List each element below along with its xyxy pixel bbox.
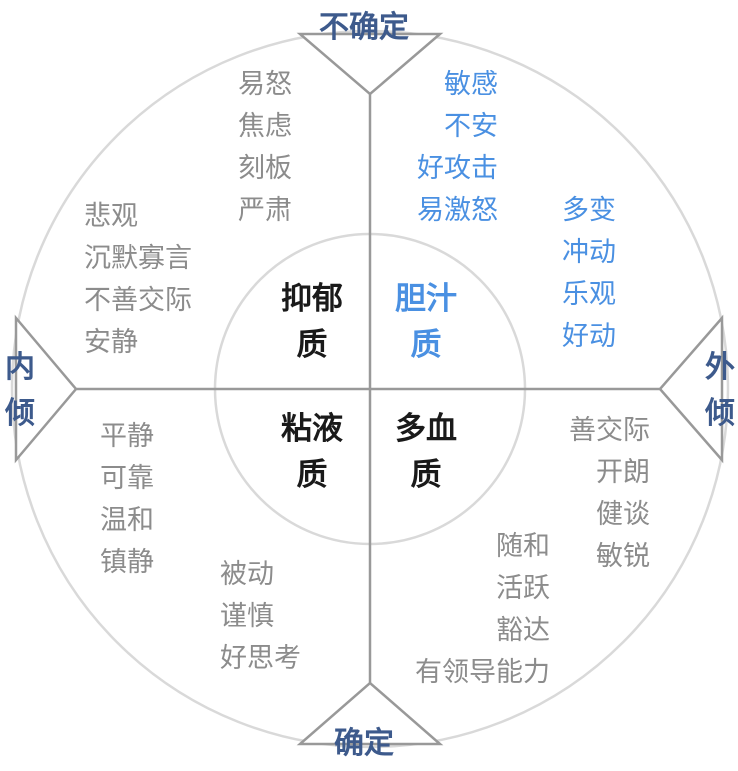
axis-label-extrovert: 外 倾 xyxy=(700,345,738,437)
temperament-name: 胆汁 xyxy=(395,281,457,317)
trait-item: 焦虑 xyxy=(238,111,292,142)
trait-item: 善交际 xyxy=(569,415,650,446)
trait-item: 谨慎 xyxy=(220,601,274,632)
temperament-name: 粘液 xyxy=(281,411,343,447)
trait-list-lower-right-outer: 善交际 开朗 健谈 敏锐 xyxy=(569,410,650,578)
top-pointer xyxy=(296,32,444,96)
axis-label-extrovert-char: 倾 xyxy=(705,396,735,431)
trait-list-upper-left-outer: 悲观 沉默寡言 不善交际 安静 xyxy=(84,196,192,364)
trait-item: 易怒 xyxy=(238,69,292,100)
trait-list-upper-right-inner: 敏感 不安 好攻击 易激怒 xyxy=(417,64,498,232)
trait-item: 被动 xyxy=(220,559,274,590)
trait-item: 可靠 xyxy=(100,463,154,494)
trait-item: 好思考 xyxy=(220,643,301,674)
trait-item: 沉默寡言 xyxy=(84,243,192,274)
axis-label-introvert-char: 倾 xyxy=(5,396,35,431)
trait-item: 温和 xyxy=(100,505,154,536)
trait-list-upper-left-inner: 易怒 焦虑 刻板 严肃 xyxy=(238,64,292,232)
trait-item: 悲观 xyxy=(84,201,138,232)
right-pointer xyxy=(658,314,724,464)
axis-label-extrovert-char: 外 xyxy=(705,350,735,385)
trait-item: 豁达 xyxy=(496,615,550,646)
bottom-pointer xyxy=(296,681,444,746)
trait-item: 不善交际 xyxy=(84,285,192,316)
trait-list-lower-left-outer: 平静 可靠 温和 镇静 xyxy=(100,416,154,584)
axis-label-introvert: 内 倾 xyxy=(0,345,40,437)
temperament-name: 多血 xyxy=(395,411,457,447)
left-pointer xyxy=(14,314,78,464)
trait-item: 活跃 xyxy=(496,573,550,604)
trait-item: 严肃 xyxy=(238,195,292,226)
trait-item: 多变 xyxy=(562,195,616,226)
trait-item: 好攻击 xyxy=(417,153,498,184)
axis-label-uncertain: 不确定 xyxy=(319,10,409,45)
trait-item: 易激怒 xyxy=(417,195,498,226)
outer-circle xyxy=(10,29,730,749)
trait-item: 安静 xyxy=(84,327,138,358)
temperament-choleric: 胆汁 质 xyxy=(386,276,466,368)
axis-label-introvert-char: 内 xyxy=(5,350,35,385)
trait-list-lower-right-inner: 随和 活跃 豁达 有领导能力 xyxy=(415,526,550,694)
trait-item: 不安 xyxy=(444,111,498,142)
trait-item: 健谈 xyxy=(596,499,650,530)
temperament-suffix: 质 xyxy=(410,457,442,493)
trait-item: 开朗 xyxy=(596,457,650,488)
trait-item: 好动 xyxy=(562,321,616,352)
trait-item: 随和 xyxy=(496,531,550,562)
trait-item: 刻板 xyxy=(238,153,292,184)
temperament-suffix: 质 xyxy=(410,327,442,363)
temperament-phlegmatic: 粘液 质 xyxy=(272,406,352,498)
trait-item: 平静 xyxy=(100,421,154,452)
trait-item: 有领导能力 xyxy=(415,657,550,688)
trait-list-lower-left-inner: 被动 谨慎 好思考 xyxy=(220,554,301,680)
temperament-suffix: 质 xyxy=(296,327,328,363)
axis-label-certain: 确定 xyxy=(334,726,394,761)
temperament-melancholic: 抑郁 质 xyxy=(272,276,352,368)
trait-item: 敏感 xyxy=(444,69,498,100)
temperament-sanguine: 多血 质 xyxy=(386,406,466,498)
temperament-name: 抑郁 xyxy=(281,281,343,317)
trait-item: 敏锐 xyxy=(596,541,650,572)
trait-item: 乐观 xyxy=(562,279,616,310)
trait-list-upper-right-outer: 多变 冲动 乐观 好动 xyxy=(562,190,616,358)
trait-item: 冲动 xyxy=(562,237,616,268)
trait-item: 镇静 xyxy=(100,547,154,578)
temperament-suffix: 质 xyxy=(296,457,328,493)
